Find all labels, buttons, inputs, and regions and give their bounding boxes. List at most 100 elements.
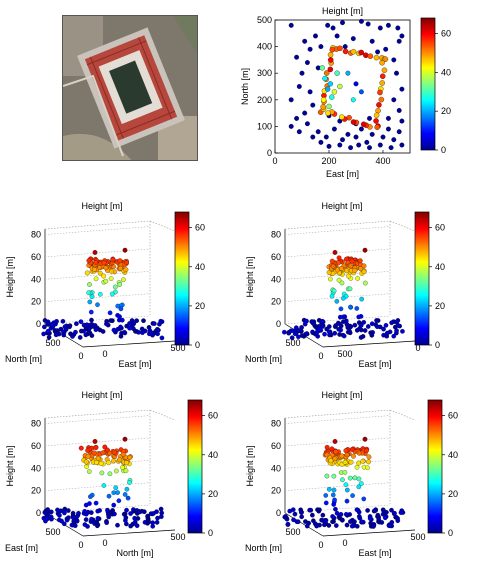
z-tick-label: 40 (31, 463, 41, 473)
data-point (371, 524, 376, 529)
data-point (364, 139, 370, 145)
colorbar-tick-label: 60 (195, 223, 205, 233)
data-point (97, 291, 103, 297)
data-point (325, 110, 331, 116)
data-point (356, 450, 362, 456)
data-point (111, 327, 117, 333)
box-edge (44, 409, 151, 419)
data-point (106, 514, 112, 520)
data-point (74, 321, 79, 327)
z-axis-label: Height [m] (245, 256, 255, 297)
data-point (395, 25, 401, 31)
data-point (108, 318, 114, 323)
data-point (294, 54, 300, 60)
data-point (147, 328, 153, 334)
x-tick-label: 400 (375, 156, 390, 166)
data-point (122, 436, 128, 442)
data-point (347, 286, 353, 292)
data-point (151, 321, 157, 326)
x-tick-label: 200 (321, 156, 336, 166)
data-point (333, 323, 339, 328)
data-point (339, 453, 345, 459)
data-point (356, 514, 362, 519)
data-point (87, 501, 92, 506)
data-point (399, 142, 405, 148)
data-point (367, 145, 372, 151)
data-point (107, 471, 113, 477)
data-point (337, 142, 343, 148)
chart-title: Height [m] (81, 390, 122, 400)
axis-b (82, 340, 176, 348)
chart-3d-2: 0 20 40 60 80 Height [m] Height [m] 500 0 500 0 Nor… (245, 201, 421, 369)
z-tick-label: 20 (271, 486, 281, 496)
data-point (350, 97, 356, 103)
data-point (381, 326, 386, 332)
data-point (352, 475, 358, 481)
data-point (127, 455, 133, 461)
data-point (324, 452, 330, 458)
z-tick-label: 80 (31, 230, 41, 240)
data-point (117, 314, 122, 319)
data-point (155, 515, 160, 521)
data-point (334, 510, 340, 516)
y-tick-label: 0 (267, 148, 272, 158)
data-point (127, 321, 132, 326)
data-point (81, 322, 87, 328)
data-point (325, 22, 331, 28)
data-point (125, 495, 131, 501)
gridline (284, 437, 391, 447)
data-point (100, 450, 106, 456)
data-point (95, 302, 100, 308)
data-point (71, 518, 77, 524)
aerial-photo-drawing (63, 16, 197, 160)
data-point (319, 517, 324, 523)
data-point (330, 519, 335, 525)
data-point (86, 326, 92, 331)
data-point (353, 134, 359, 140)
data-point (324, 86, 331, 92)
axis-a-tick-label: 0 (78, 540, 83, 550)
data-point (98, 461, 104, 466)
data-point (327, 51, 334, 58)
data-point (359, 296, 364, 302)
axis-b-tick-label: 500 (170, 343, 185, 353)
axis-b-tick-label: 0 (102, 538, 107, 548)
data-point (356, 484, 362, 490)
data-point (361, 319, 367, 325)
data-point (122, 329, 127, 335)
data-point (84, 270, 90, 276)
data-point (326, 143, 332, 149)
data-point (82, 522, 88, 527)
data-point (107, 450, 113, 456)
colorbar-tick-label: 40 (441, 67, 451, 77)
data-point (323, 493, 329, 498)
data-point (295, 519, 301, 525)
data-point (328, 458, 334, 464)
z-tick-label: 80 (271, 230, 281, 240)
data-point (396, 129, 402, 135)
data-point (341, 319, 346, 324)
chart-3d-3: 0 20 40 60 80 Height [m] Height [m] 500 0 0 500 Eas… (5, 390, 186, 558)
data-point (356, 476, 362, 482)
data-point (392, 324, 398, 330)
gridline (284, 293, 391, 302)
data-point (374, 318, 379, 323)
gridline (284, 248, 391, 258)
data-point (104, 318, 109, 324)
colorbar-2: 0 20 40 60 (414, 211, 445, 350)
data-point (287, 508, 293, 514)
data-point (89, 516, 94, 522)
data-point (70, 510, 76, 516)
data-point (87, 299, 93, 305)
gridline (284, 415, 391, 424)
data-point (354, 328, 360, 333)
data-point (348, 459, 354, 465)
data-point (389, 507, 394, 513)
data-point (343, 511, 349, 517)
data-point (369, 131, 375, 137)
box-edge (284, 409, 391, 419)
data-point (373, 112, 380, 119)
data-point (127, 480, 132, 485)
data-point (391, 57, 397, 63)
